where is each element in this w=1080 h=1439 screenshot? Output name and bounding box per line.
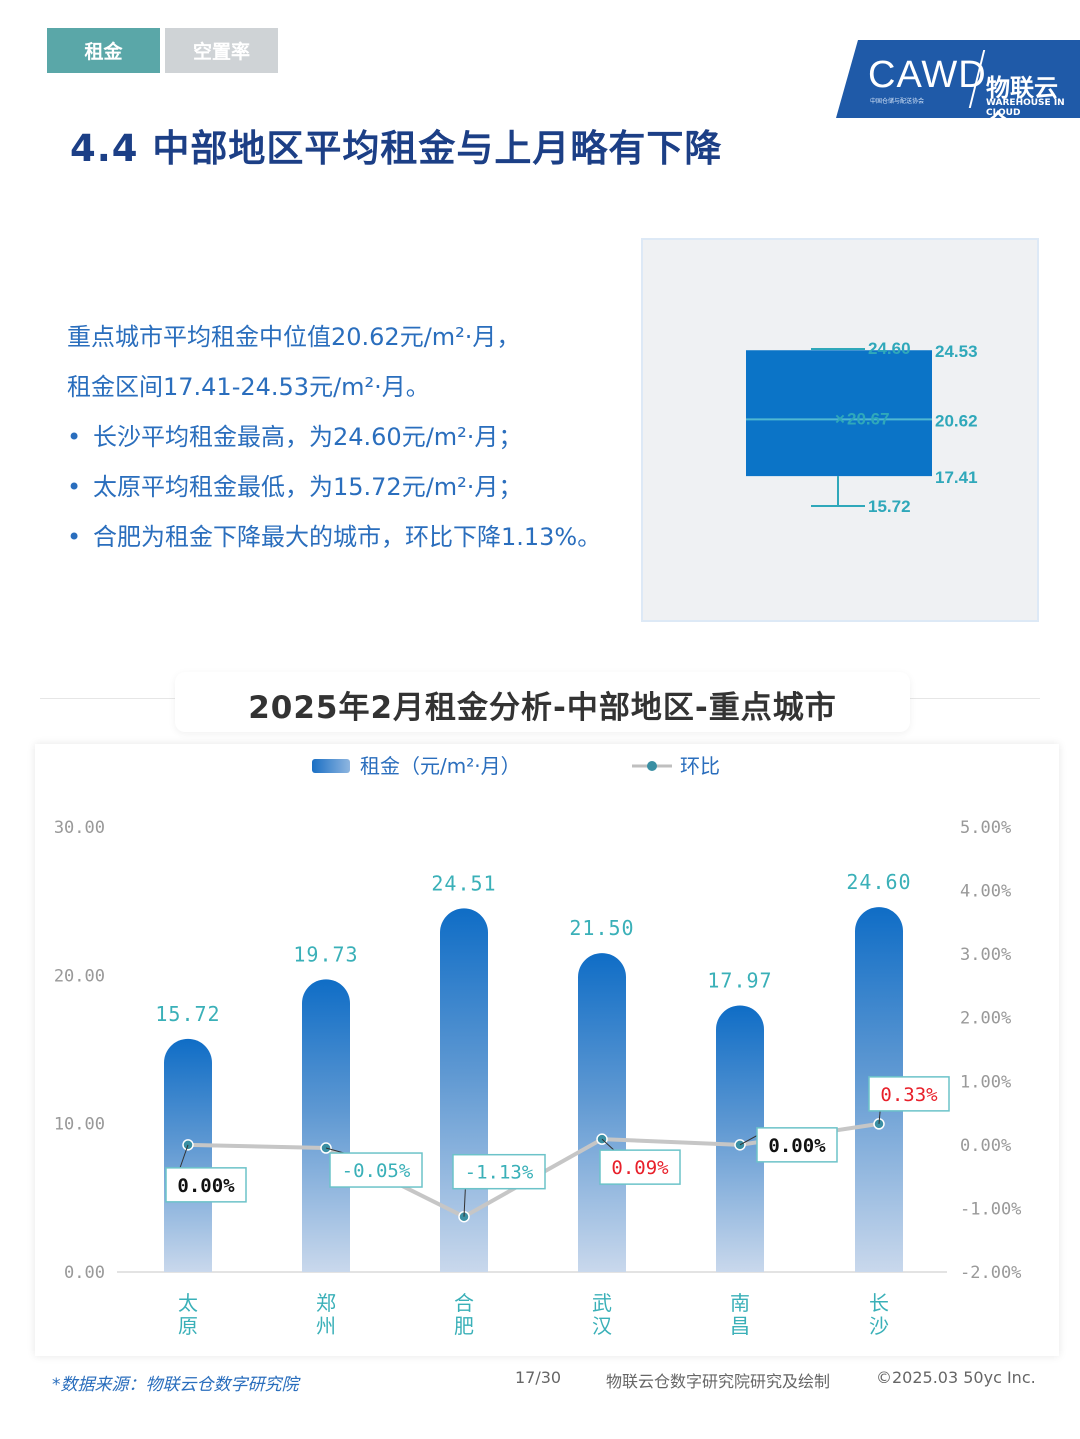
summary-bullet-lowest: 太原平均租金最低，为15.72元/m²·月； (67, 462, 607, 512)
summary-line-median: 重点城市平均租金中位值20.62元/m²·月， (67, 323, 521, 351)
mom-callout-box (452, 1153, 546, 1190)
page-number: 17/30 (515, 1368, 562, 1387)
mom-callout-box (165, 1167, 247, 1203)
mom-value-label: 0.00% (768, 1135, 826, 1157)
rent-bar-value-label: 15.72 (155, 1002, 220, 1026)
x-category-label: 太 (178, 1291, 198, 1315)
x-category-label: 郑 (316, 1291, 336, 1315)
x-category-label: 肥 (454, 1314, 474, 1338)
mom-callout-box (756, 1127, 838, 1163)
summary-text: 重点城市平均租金中位值20.62元/m²·月， 租金区间17.41-24.53元… (67, 312, 607, 562)
x-category-label: 原 (178, 1314, 198, 1338)
rent-bar-value-label: 21.50 (569, 916, 634, 940)
chart-title-card: 2025年2月租金分析-中部地区-重点城市 (175, 672, 910, 732)
y-right-tick-label: -2.00% (960, 1263, 1021, 1283)
summary-bullets: 长沙平均租金最高，为24.60元/m²·月； 太原平均租金最低，为15.72元/… (67, 412, 607, 562)
rent-bar (164, 1038, 212, 1272)
x-category-label: 州 (316, 1314, 336, 1338)
y-right-tick-label: 4.00% (960, 882, 1011, 902)
mom-callout-box (599, 1149, 681, 1185)
data-source-note: *数据来源：物联云仓数字研究院 (52, 1375, 299, 1395)
mom-callout-leader (325, 1147, 345, 1154)
mom-callout-leader (179, 1144, 189, 1169)
mom-value-label: -0.05% (342, 1160, 411, 1182)
mom-point (320, 1142, 332, 1154)
y-right-tick-label: -1.00% (960, 1199, 1021, 1219)
y-left-tick-label: 20.00 (54, 966, 105, 986)
mom-value-label: 0.00% (177, 1175, 235, 1197)
boxplot-max-label: 24.60 (868, 339, 911, 358)
logo-50yc-english: WAREHOUSE IN CLOUD (986, 98, 1065, 118)
mom-value-label: 0.09% (611, 1157, 669, 1179)
mom-callout-box (868, 1076, 950, 1112)
summary-bullet-highest: 长沙平均租金最高，为24.60元/m²·月； (67, 412, 607, 462)
boxplot-mean-label: 20.67 (847, 409, 890, 428)
rent-bar-value-label: 17.97 (707, 968, 772, 992)
logo-cawd-subtitle: 中国仓储与配送协会 (870, 98, 925, 105)
mom-callout-box (329, 1152, 423, 1188)
boxplot-q3-label: 24.53 (935, 342, 978, 361)
boxplot-q1-label: 17.41 (935, 468, 978, 487)
rent-bar-value-label: 24.51 (431, 871, 496, 895)
legend-mom-label: 环比 (680, 754, 720, 778)
y-left-tick-label: 10.00 (54, 1115, 105, 1135)
y-right-tick-label: 2.00% (960, 1009, 1011, 1029)
y-right-tick-label: 5.00% (960, 818, 1011, 838)
tab-vacancy-rate[interactable]: 空置率 (165, 28, 278, 73)
cawd-logo: CAWD 中国仓储与配送协会 物联云仓 WAREHOUSE IN CLOUD (836, 40, 1080, 118)
x-category-label: 长 (869, 1291, 889, 1315)
boxplot-panel: 24.60 24.53 × 20.67 20.62 17.41 15.72 (641, 238, 1039, 622)
rent-chart-panel: 租金（元/m²·月） 环比 0.00 10.00 20.00 30.00 -2.00% -1.… (35, 744, 1059, 1356)
x-category-label: 汉 (592, 1314, 612, 1338)
summary-bullet-largest-drop: 合肥为租金下降最大的城市，环比下降1.13%。 (67, 512, 607, 562)
y-left-tick-label: 30.00 (54, 818, 105, 838)
rent-bar (302, 979, 350, 1272)
x-category-label: 武 (592, 1291, 612, 1315)
boxplot-mean-marker: × (835, 409, 845, 428)
page-title: 4.4 中部地区平均租金与上月略有下降 (70, 127, 723, 170)
mom-value-label: 0.33% (880, 1084, 938, 1106)
boxplot-chart: 24.60 24.53 × 20.67 20.62 17.41 15.72 (746, 339, 978, 516)
boxplot-median-label: 20.62 (935, 411, 978, 430)
rent-bar-value-label: 19.73 (293, 942, 358, 966)
rent-bar (578, 953, 626, 1272)
boxplot-min-label: 15.72 (868, 497, 911, 516)
tab-rent[interactable]: 租金 (47, 28, 160, 73)
copyright-text: ©2025.03 50yc Inc. (876, 1368, 1036, 1387)
x-category-label: 合 (454, 1291, 474, 1315)
chart-title: 2025年2月租金分析-中部地区-重点城市 (248, 690, 837, 726)
x-category-label: 南 (730, 1291, 750, 1315)
summary-line-range: 租金区间17.41-24.53元/m²·月。 (67, 373, 430, 401)
mom-callout-leader (601, 1138, 615, 1151)
y-right-tick-label: 3.00% (960, 945, 1011, 965)
x-category-label: 沙 (869, 1314, 889, 1338)
mom-point (734, 1139, 746, 1151)
legend-rent-label: 租金（元/m²·月） (360, 754, 521, 778)
y-right-tick-label: 0.00% (960, 1136, 1011, 1156)
rent-bar (716, 1005, 764, 1272)
mom-value-label: -1.13% (465, 1162, 534, 1184)
rent-bar-value-label: 24.60 (846, 870, 911, 894)
legend-bar-swatch (312, 759, 350, 773)
section-divider-left (40, 698, 180, 699)
rent-chart: 租金（元/m²·月） 环比 0.00 10.00 20.00 30.00 -2.00% -1.… (54, 754, 1022, 1338)
boxplot-box (746, 350, 932, 477)
section-divider-right (905, 698, 1040, 699)
y-right-tick-label: 1.00% (960, 1072, 1011, 1092)
logo-cawd-text: CAWD (868, 54, 987, 96)
y-left-tick-label: 0.00 (64, 1263, 105, 1283)
x-category-label: 昌 (730, 1314, 750, 1338)
legend-mom-marker (647, 761, 657, 771)
credit-text: 物联云仓数字研究院研究及绘制 (606, 1372, 831, 1391)
logo-50yc-text: 物联云仓 (986, 74, 1058, 118)
